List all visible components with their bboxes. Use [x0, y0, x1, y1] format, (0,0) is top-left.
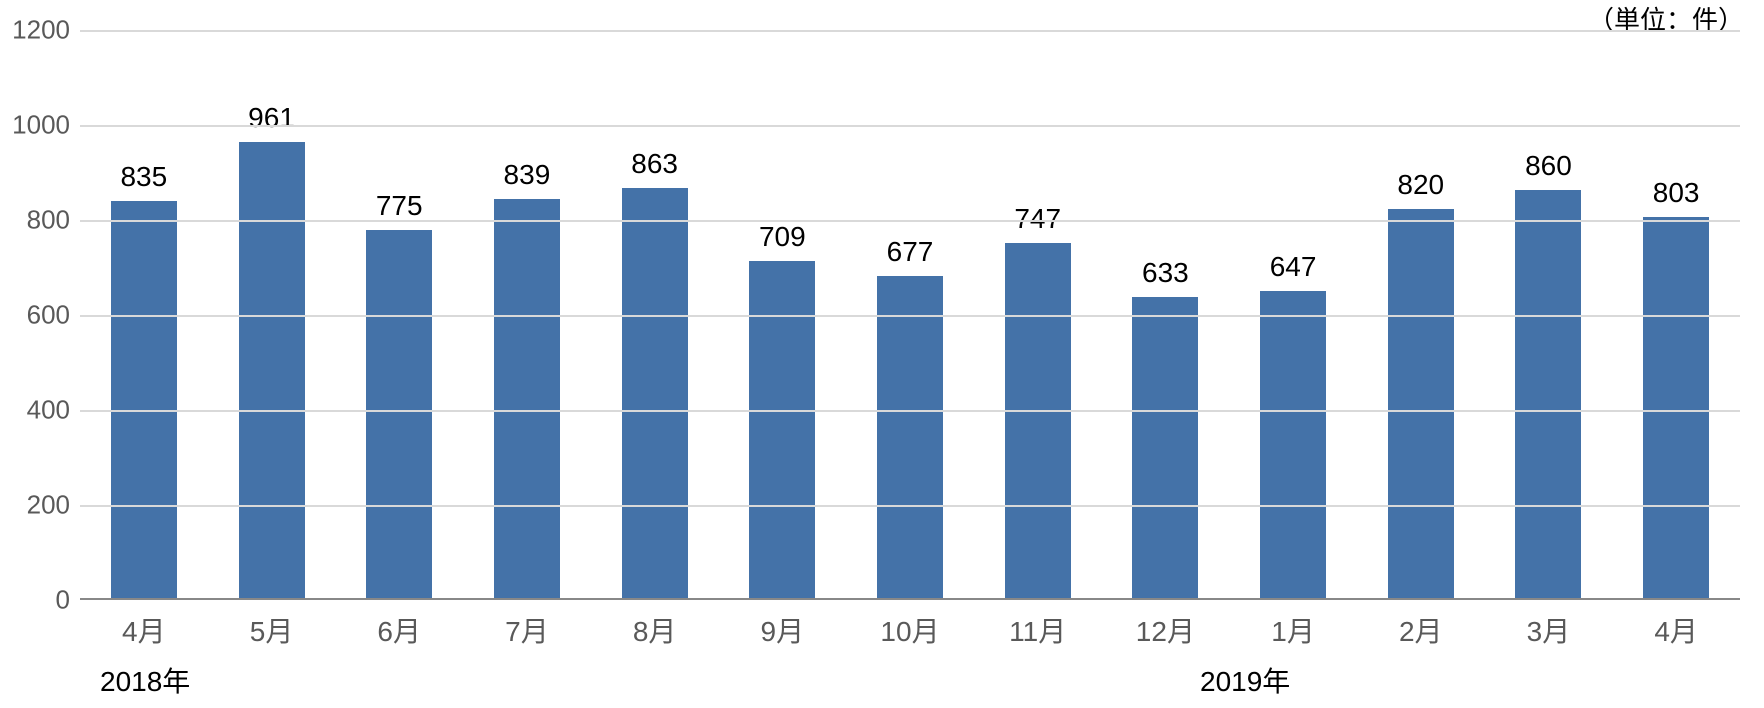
xtick-label: 9月	[761, 610, 805, 650]
value-label: 633	[1142, 257, 1189, 289]
ytick-label: 0	[10, 585, 70, 616]
bar	[1388, 209, 1454, 599]
ytick-label: 200	[10, 490, 70, 521]
bar-group: 747	[974, 30, 1102, 598]
value-label: 647	[1270, 251, 1317, 283]
bar-group: 820	[1357, 30, 1485, 598]
gridline	[80, 220, 1740, 222]
gridline	[80, 125, 1740, 127]
xtick-label: 12月	[1136, 610, 1195, 650]
gridline	[80, 315, 1740, 317]
xtick-label: 8月	[633, 610, 677, 650]
ytick-label: 400	[10, 395, 70, 426]
xtick-label: 1月	[1271, 610, 1315, 650]
value-label: 803	[1653, 177, 1700, 209]
ytick-label: 1000	[10, 110, 70, 141]
xtick-label: 5月	[250, 610, 294, 650]
bar-group: 863	[591, 30, 719, 598]
xtick-label: 11月	[1009, 610, 1066, 650]
bar-group: 633	[1102, 30, 1230, 598]
value-label: 677	[887, 236, 934, 268]
bars-region: 835 961 775 839 863 709 677 747 633 647 820 860 803	[80, 30, 1740, 598]
bar	[1005, 243, 1071, 598]
bar-group: 647	[1229, 30, 1357, 598]
ytick-label: 600	[10, 300, 70, 331]
value-label: 860	[1525, 150, 1572, 182]
bar-group: 803	[1612, 30, 1740, 598]
bar	[1515, 190, 1581, 599]
bar-group: 677	[846, 30, 974, 598]
bar-group: 775	[335, 30, 463, 598]
gridline	[80, 505, 1740, 507]
value-label: 839	[504, 159, 551, 191]
plot-area: 835 961 775 839 863 709 677 747 633 647 820 860 803	[80, 30, 1740, 600]
bar	[1132, 297, 1198, 598]
value-label: 835	[120, 161, 167, 193]
ytick-label: 800	[10, 205, 70, 236]
bar	[622, 188, 688, 598]
bar-group: 839	[463, 30, 591, 598]
bar	[1260, 291, 1326, 598]
bar-group: 709	[718, 30, 846, 598]
bar	[111, 201, 177, 598]
xtick-label: 10月	[880, 610, 939, 650]
bar	[1643, 217, 1709, 598]
ytick-label: 1200	[10, 15, 70, 46]
value-label: 820	[1397, 169, 1444, 201]
bar-group: 860	[1485, 30, 1613, 598]
bar	[494, 199, 560, 598]
bar-group: 961	[208, 30, 336, 598]
xtick-label: 7月	[505, 610, 549, 650]
value-label: 709	[759, 221, 806, 253]
xtick-label: 2月	[1399, 610, 1443, 650]
xtick-label: 4月	[122, 610, 166, 650]
value-label: 961	[248, 102, 295, 134]
bar	[877, 276, 943, 598]
bar	[239, 142, 305, 598]
xtick-label: 3月	[1527, 610, 1571, 650]
xtick-label: 6月	[377, 610, 421, 650]
bar-chart: （単位：件） 835961775839863709677747633647820…	[0, 0, 1764, 708]
bar	[749, 261, 815, 598]
xtick-label: 4月	[1654, 610, 1698, 650]
gridline	[80, 30, 1740, 32]
bar-group: 835	[80, 30, 208, 598]
bar	[366, 230, 432, 598]
gridline	[80, 410, 1740, 412]
year-label: 2019年	[1200, 660, 1290, 700]
value-label: 775	[376, 190, 423, 222]
year-label: 2018年	[100, 660, 190, 700]
value-label: 863	[631, 148, 678, 180]
